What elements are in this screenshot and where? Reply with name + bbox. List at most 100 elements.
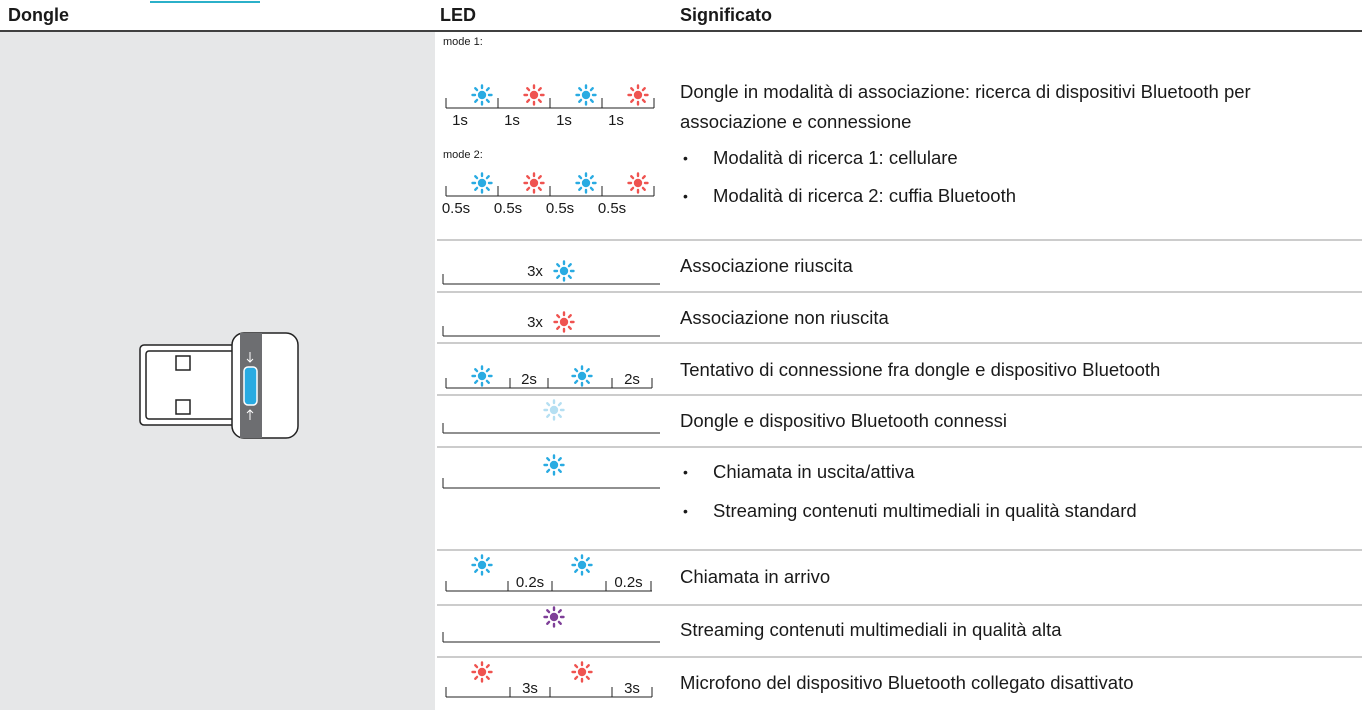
meaning: Microfono del dispositivo Bluetooth coll… — [680, 672, 1134, 693]
led-ray — [589, 98, 594, 103]
meaning: Dongle in modalità di associazione: rice… — [680, 81, 1251, 132]
led-ray — [574, 568, 579, 573]
led-label: 0.5s — [441, 200, 471, 217]
led-ray — [574, 557, 579, 562]
led-icon — [627, 84, 649, 106]
led-icon — [627, 172, 649, 194]
led-label: 0.2s — [614, 574, 643, 591]
header-meaning: Significato — [680, 5, 773, 25]
led-ray — [574, 664, 579, 669]
header-led: LED — [440, 5, 476, 25]
led-ray — [641, 98, 646, 103]
led-core — [477, 90, 487, 100]
led-ray — [556, 263, 561, 268]
led-ray — [630, 175, 635, 180]
led-ray — [574, 675, 579, 680]
led-icon — [571, 365, 593, 387]
led-label: 2s — [624, 371, 640, 388]
led-ray — [578, 186, 583, 191]
led-ray — [485, 675, 490, 680]
led-ray — [585, 368, 590, 373]
led-ray — [546, 413, 551, 418]
led-core — [549, 405, 559, 415]
led-ray — [585, 664, 590, 669]
led-ray — [474, 175, 479, 180]
led-ray — [474, 186, 479, 191]
led-ray — [556, 314, 561, 319]
led-core — [577, 560, 587, 570]
led-label: 0.5s — [493, 200, 523, 217]
led-ray — [589, 186, 594, 191]
led-icon — [471, 84, 493, 106]
led-core — [549, 460, 559, 470]
led-core — [581, 90, 591, 100]
led-ray — [474, 98, 479, 103]
led-label: 1s — [556, 112, 572, 129]
meaning: Associazione riuscita — [680, 255, 853, 276]
led-ray — [556, 325, 561, 330]
led-ray — [485, 98, 490, 103]
led-ray — [557, 457, 562, 462]
led-ray — [537, 98, 542, 103]
led-ray — [578, 87, 583, 92]
led-core — [529, 90, 539, 100]
led-core — [477, 560, 487, 570]
led-label: 0.5s — [545, 200, 575, 217]
led-label: 2s — [521, 371, 537, 388]
led-ray — [546, 457, 551, 462]
led-ray — [557, 620, 562, 625]
led-ray — [585, 379, 590, 384]
meaning: Dongle e dispositivo Bluetooth connessi — [680, 410, 1008, 431]
led-ray — [526, 175, 531, 180]
led-ray — [474, 87, 479, 92]
led-label: 1s — [504, 112, 520, 129]
led-ray — [474, 379, 479, 384]
led-ray — [630, 186, 635, 191]
led-label: 3s — [624, 680, 640, 697]
led-icon — [553, 260, 575, 282]
bullet: Modalità di ricerca 2: cuffia Bluetooth — [683, 185, 1016, 207]
dongle-illustration — [139, 332, 299, 439]
led-ray — [589, 175, 594, 180]
led-icon — [471, 554, 493, 576]
led-ray — [557, 609, 562, 614]
led-core — [559, 266, 569, 276]
led-core — [529, 178, 539, 188]
led-label: 3x — [527, 314, 543, 331]
header-dongle: Dongle — [8, 5, 69, 25]
led-ray — [641, 175, 646, 180]
led-core — [581, 178, 591, 188]
led-icon — [571, 661, 593, 683]
led-ray — [485, 568, 490, 573]
led-ray — [556, 274, 561, 279]
led-ray — [578, 98, 583, 103]
led-core — [477, 371, 487, 381]
led-ray — [485, 87, 490, 92]
led-core — [577, 667, 587, 677]
led-ray — [585, 557, 590, 562]
led-ray — [537, 87, 542, 92]
led-ray — [546, 609, 551, 614]
led-icon — [553, 311, 575, 333]
led-ray — [557, 402, 562, 407]
led-icon — [543, 606, 565, 628]
led-ray — [485, 186, 490, 191]
led-icon — [543, 399, 565, 421]
led-ray — [574, 379, 579, 384]
led-icon — [471, 172, 493, 194]
led-ray — [537, 186, 542, 191]
led-core — [477, 178, 487, 188]
led-core — [633, 90, 643, 100]
led-icon — [575, 84, 597, 106]
led-ray — [485, 664, 490, 669]
led-ray — [537, 175, 542, 180]
led-icon — [571, 554, 593, 576]
led-ray — [474, 664, 479, 669]
led-ray — [485, 379, 490, 384]
led-ray — [567, 314, 572, 319]
led-icon — [575, 172, 597, 194]
led-ray — [641, 87, 646, 92]
meaning: Associazione non riuscita — [680, 307, 889, 328]
led-core — [477, 667, 487, 677]
